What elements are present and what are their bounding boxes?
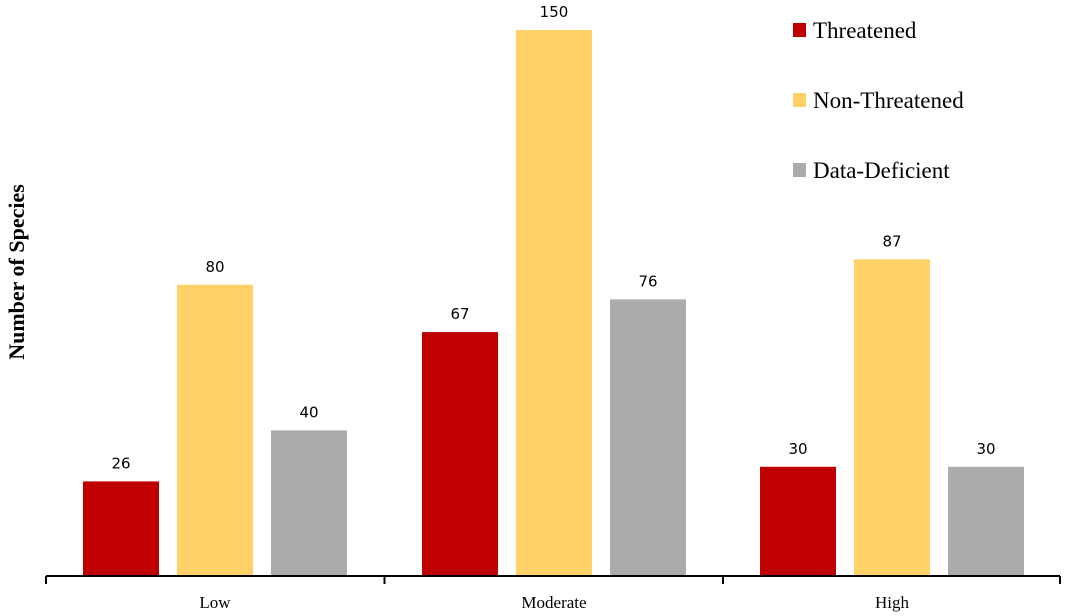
x-tick-label-moderate: Moderate (521, 593, 586, 612)
data-label-data-deficient-moderate: 76 (638, 272, 657, 290)
bar-threatened-high (760, 466, 836, 576)
data-label-non-threatened-moderate: 150 (540, 3, 569, 21)
bar-data-deficient-moderate (610, 299, 686, 576)
data-label-data-deficient-high: 30 (976, 440, 995, 458)
bar-non-threatened-low (177, 284, 253, 576)
bars-group (83, 30, 1024, 576)
x-tick-label-low: Low (199, 593, 231, 612)
bar-non-threatened-moderate (516, 30, 592, 576)
data-label-threatened-high: 30 (788, 440, 807, 458)
bar-non-threatened-high (854, 259, 930, 576)
legend-label-non-threatened: Non-Threatened (813, 88, 964, 113)
bar-data-deficient-low (271, 430, 347, 576)
data-label-non-threatened-high: 87 (882, 232, 901, 250)
legend-label-data-deficient: Data-Deficient (813, 158, 950, 183)
legend-label-threatened: Threatened (813, 18, 917, 43)
data-label-threatened-moderate: 67 (450, 305, 469, 323)
legend: Threatened Non-Threatened Data-Deficient (793, 18, 964, 183)
legend-swatch-data-deficient (793, 163, 806, 177)
data-label-threatened-low: 26 (111, 454, 130, 472)
bar-threatened-low (83, 481, 159, 576)
x-tick-label-high: High (875, 593, 910, 612)
bar-data-deficient-high (948, 466, 1024, 576)
x-axis-ticks: Low Moderate High (45, 576, 1061, 612)
legend-swatch-threatened (793, 23, 806, 37)
data-labels-group: 26 80 40 67 150 76 30 87 30 (111, 3, 995, 472)
legend-swatch-non-threatened (793, 93, 806, 107)
data-label-data-deficient-low: 40 (299, 403, 318, 421)
data-label-non-threatened-low: 80 (205, 258, 224, 276)
bar-threatened-moderate (422, 332, 498, 576)
y-axis-title: Number of Species (4, 184, 29, 360)
